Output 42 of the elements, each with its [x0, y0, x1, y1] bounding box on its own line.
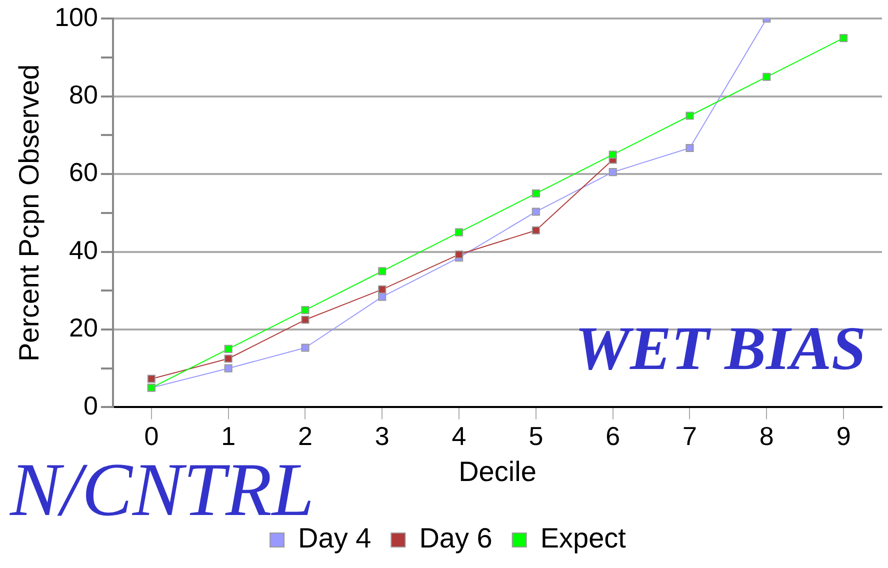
- point: [686, 144, 694, 152]
- point: [224, 354, 232, 363]
- point: [378, 292, 386, 301]
- point: [301, 316, 310, 324]
- point: [301, 306, 310, 314]
- y-tick-label: 0: [84, 390, 98, 420]
- point: [224, 364, 232, 372]
- point: [378, 267, 386, 276]
- point: [224, 344, 232, 353]
- annotation: WET BIAS: [574, 315, 866, 383]
- x-tick-label: 9: [836, 420, 851, 451]
- legend-label: Day 6: [419, 522, 492, 554]
- point: [378, 285, 386, 294]
- y-tick-label: 100: [54, 2, 98, 32]
- x-axis-title: Decile: [458, 456, 536, 487]
- x-tick-label: 6: [606, 420, 620, 451]
- x-tick-label: 2: [298, 420, 312, 451]
- point: [301, 344, 310, 352]
- point: [147, 374, 156, 383]
- y-tick-label: 80: [69, 79, 98, 110]
- point: [455, 228, 464, 236]
- y-tick-label: 20: [69, 312, 98, 343]
- x-tick-label: 7: [682, 420, 697, 451]
- y-tick-label: 40: [69, 234, 98, 265]
- point: [608, 168, 617, 176]
- point: [686, 112, 694, 120]
- x-tick-label: 4: [452, 420, 466, 451]
- point: [532, 189, 540, 198]
- point: [762, 72, 771, 81]
- x-tick-label: 0: [144, 420, 159, 451]
- point: [532, 208, 540, 216]
- y-axis-title: Percent Pcpn Observed: [14, 64, 45, 362]
- legend-label: Expect: [540, 522, 626, 554]
- x-tick-label: 5: [528, 420, 544, 451]
- point: [608, 150, 617, 159]
- point: [532, 226, 540, 234]
- x-tick-label: 3: [374, 420, 390, 451]
- x-tick-label: 8: [759, 420, 774, 451]
- y-tick-label: 60: [69, 157, 98, 188]
- point: [455, 250, 464, 259]
- point: [840, 34, 848, 42]
- x-tick-label: 1: [221, 420, 236, 451]
